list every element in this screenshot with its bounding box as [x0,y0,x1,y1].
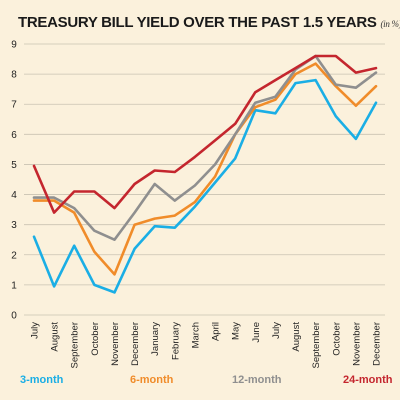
series-line-12-month [32,54,378,241]
y-tick-label: 9 [11,40,17,51]
x-tick-label: December [372,322,383,366]
x-tick-label: August [291,322,302,352]
x-tick-label: January [150,322,161,356]
x-tick-label: April [211,322,222,341]
series-line-24-month [32,54,378,214]
legend-item-3-month: 3-month [20,374,64,386]
x-tick-label: December [130,322,141,366]
x-tick-label: May [231,322,242,340]
x-tick-label: October [331,322,342,356]
x-tick-label: July [30,322,41,339]
y-tick-labels: 0 1 2 3 4 5 6 7 8 9 [11,40,17,322]
y-tick-label: 4 [11,190,17,201]
x-tick-label: June [251,322,262,343]
y-tick-label: 1 [11,280,17,291]
x-tick-label: September [70,322,81,368]
grid [24,43,385,316]
series-lines [32,54,378,294]
x-tick-label: August [50,322,61,352]
x-tick-label: November [110,322,121,366]
x-tick-label: July [271,322,282,339]
chart-unit: (in %) [380,19,400,29]
x-tick-label: November [351,322,362,366]
legend-item-24-month: 24-month [343,374,393,386]
x-tick-label: February [170,322,181,360]
y-tick-label: 5 [11,160,17,171]
x-tick-label: March [190,322,201,348]
legend-item-6-month: 6-month [130,374,174,386]
series-line-3-month [32,78,378,294]
y-tick-label: 6 [11,130,17,141]
y-tick-label: 2 [11,250,17,261]
y-tick-label: 0 [11,311,17,322]
chart-title: TREASURY BILL YIELD OVER THE PAST 1.5 YE… [18,14,400,31]
y-tick-label: 7 [11,100,17,111]
chart-title-text: TREASURY BILL YIELD OVER THE PAST 1.5 YE… [18,14,377,31]
y-tick-label: 8 [11,70,17,81]
x-tick-label: September [311,322,322,368]
x-tick-label: October [90,322,101,356]
legend-item-12-month: 12-month [232,374,282,386]
x-tick-labels: July August September October November Decemb… [30,322,383,369]
y-tick-label: 3 [11,220,17,231]
series-line-6-month [32,62,378,276]
